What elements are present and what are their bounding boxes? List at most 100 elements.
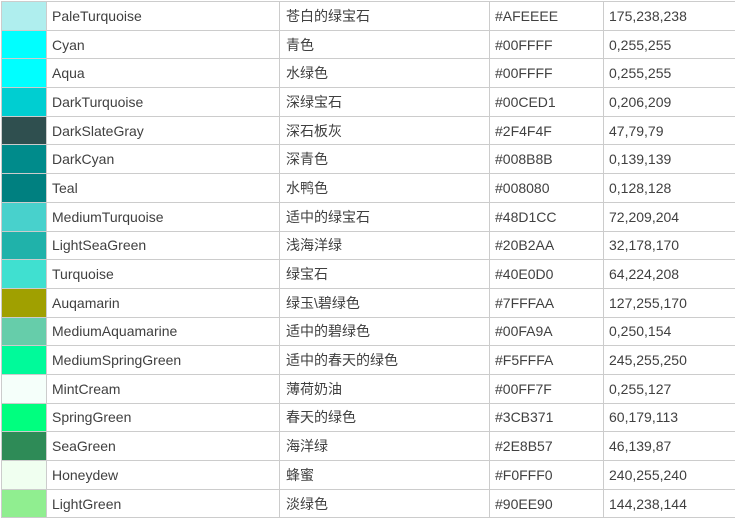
- color-swatch: [1, 58, 47, 89]
- color-name-en: DarkTurquoise: [46, 87, 280, 117]
- color-rgb: 240,255,240: [603, 460, 735, 490]
- color-swatch: [1, 460, 47, 490]
- color-name-zh: 深石板灰: [279, 115, 490, 146]
- table-row: Turquoise 绿宝石 #40E0D0 64,224,208: [1, 259, 735, 289]
- color-swatch: [1, 1, 47, 31]
- color-rgb: 60,179,113: [603, 402, 735, 433]
- table-row: MediumAquamarine 适中的碧绿色 #00FA9A 0,250,154: [1, 316, 735, 347]
- table-row: PaleTurquoise 苍白的绿宝石 #AFEEEE 175,238,238: [1, 1, 735, 31]
- color-hex: #00FF7F: [489, 373, 604, 404]
- color-name-zh: 绿宝石: [279, 259, 490, 289]
- color-hex: #00FFFF: [489, 58, 604, 89]
- table-row: SeaGreen 海洋绿 #2E8B57 46,139,87: [1, 431, 735, 461]
- color-hex: #20B2AA: [489, 230, 604, 261]
- color-name-en: DarkSlateGray: [46, 115, 280, 146]
- color-name-zh: 绿玉\碧绿色: [279, 287, 490, 318]
- color-name-zh: 淡绿色: [279, 488, 490, 519]
- color-rgb: 64,224,208: [603, 259, 735, 289]
- color-name-zh: 水鸭色: [279, 173, 490, 203]
- color-rgb: 46,139,87: [603, 431, 735, 461]
- table-row: DarkTurquoise 深绿宝石 #00CED1 0,206,209: [1, 87, 735, 117]
- color-swatch: [1, 373, 47, 404]
- table-row: DarkSlateGray 深石板灰 #2F4F4F 47,79,79: [1, 115, 735, 146]
- color-swatch: [1, 29, 47, 60]
- color-hex: #40E0D0: [489, 259, 604, 289]
- table-row: MediumSpringGreen 适中的春天的绿色 #F5FFFA 245,255,…: [1, 345, 735, 375]
- color-name-zh: 苍白的绿宝石: [279, 1, 490, 31]
- color-swatch: [1, 431, 47, 461]
- color-name-en: SeaGreen: [46, 431, 280, 461]
- color-swatch: [1, 230, 47, 261]
- color-swatch: [1, 316, 47, 347]
- color-name-en: LightGreen: [46, 488, 280, 519]
- color-name-en: LightSeaGreen: [46, 230, 280, 261]
- color-name-zh: 春天的绿色: [279, 402, 490, 433]
- color-swatch: [1, 201, 47, 232]
- color-name-zh: 深绿宝石: [279, 87, 490, 117]
- table-row: MintCream 薄荷奶油 #00FF7F 0,255,127: [1, 373, 735, 404]
- table-row: Teal 水鸭色 #008080 0,128,128: [1, 173, 735, 203]
- color-hex: #F0FFF0: [489, 460, 604, 490]
- table-row: LightGreen 淡绿色 #90EE90 144,238,144: [1, 488, 735, 519]
- table-row: Auqamarin 绿玉\碧绿色 #7FFFAA 127,255,170: [1, 287, 735, 318]
- color-hex: #90EE90: [489, 488, 604, 519]
- color-name-en: Teal: [46, 173, 280, 203]
- color-name-zh: 青色: [279, 29, 490, 60]
- table-row: Cyan 青色 #00FFFF 0,255,255: [1, 29, 735, 60]
- table-row: Honeydew 蜂蜜 #F0FFF0 240,255,240: [1, 460, 735, 490]
- color-rgb: 47,79,79: [603, 115, 735, 146]
- color-rgb: 0,206,209: [603, 87, 735, 117]
- color-rgb: 0,139,139: [603, 144, 735, 175]
- color-hex: #00FA9A: [489, 316, 604, 347]
- color-rgb: 0,255,255: [603, 58, 735, 89]
- color-name-zh: 海洋绿: [279, 431, 490, 461]
- color-rgb: 144,238,144: [603, 488, 735, 519]
- color-rgb: 0,255,127: [603, 373, 735, 404]
- color-hex: #2F4F4F: [489, 115, 604, 146]
- color-name-zh: 适中的绿宝石: [279, 201, 490, 232]
- color-name-en: MediumSpringGreen: [46, 345, 280, 375]
- table-row: DarkCyan 深青色 #008B8B 0,139,139: [1, 144, 735, 175]
- color-name-en: MediumTurquoise: [46, 201, 280, 232]
- color-name-zh: 水绿色: [279, 58, 490, 89]
- table-row: MediumTurquoise 适中的绿宝石 #48D1CC 72,209,204: [1, 201, 735, 232]
- color-name-zh: 蜂蜜: [279, 460, 490, 490]
- color-hex: #008B8B: [489, 144, 604, 175]
- color-swatch: [1, 259, 47, 289]
- color-name-zh: 适中的春天的绿色: [279, 345, 490, 375]
- color-hex: #3CB371: [489, 402, 604, 433]
- color-hex: #48D1CC: [489, 201, 604, 232]
- color-swatch: [1, 345, 47, 375]
- color-hex: #008080: [489, 173, 604, 203]
- color-rgb: 175,238,238: [603, 1, 735, 31]
- table-row: Aqua 水绿色 #00FFFF 0,255,255: [1, 58, 735, 89]
- color-swatch: [1, 144, 47, 175]
- color-name-en: Aqua: [46, 58, 280, 89]
- color-hex: #00CED1: [489, 87, 604, 117]
- color-swatch: [1, 488, 47, 519]
- color-hex: #00FFFF: [489, 29, 604, 60]
- color-name-en: SpringGreen: [46, 402, 280, 433]
- color-hex: #AFEEEE: [489, 1, 604, 31]
- color-name-en: MediumAquamarine: [46, 316, 280, 347]
- color-name-en: Turquoise: [46, 259, 280, 289]
- color-swatch: [1, 402, 47, 433]
- color-name-zh: 深青色: [279, 144, 490, 175]
- color-rgb: 0,250,154: [603, 316, 735, 347]
- color-rgb: 245,255,250: [603, 345, 735, 375]
- color-swatch: [1, 287, 47, 318]
- color-hex: #F5FFFA: [489, 345, 604, 375]
- color-name-en: MintCream: [46, 373, 280, 404]
- table-row: SpringGreen 春天的绿色 #3CB371 60,179,113: [1, 402, 735, 433]
- color-rgb: 0,128,128: [603, 173, 735, 203]
- table-row: LightSeaGreen 浅海洋绿 #20B2AA 32,178,170: [1, 230, 735, 261]
- color-name-en: PaleTurquoise: [46, 1, 280, 31]
- color-name-zh: 薄荷奶油: [279, 373, 490, 404]
- color-rgb: 72,209,204: [603, 201, 735, 232]
- color-rgb: 0,255,255: [603, 29, 735, 60]
- color-name-en: Honeydew: [46, 460, 280, 490]
- color-name-zh: 适中的碧绿色: [279, 316, 490, 347]
